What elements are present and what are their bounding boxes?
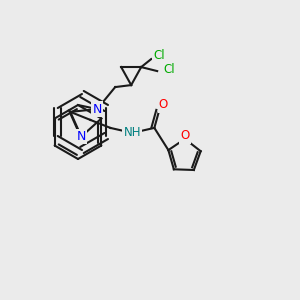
Text: Cl: Cl (164, 63, 175, 76)
Text: O: O (159, 98, 168, 111)
Text: N: N (76, 130, 86, 143)
Text: Cl: Cl (153, 49, 165, 62)
Text: O: O (180, 129, 190, 142)
Text: N: N (92, 103, 102, 116)
Text: NH: NH (124, 126, 141, 140)
